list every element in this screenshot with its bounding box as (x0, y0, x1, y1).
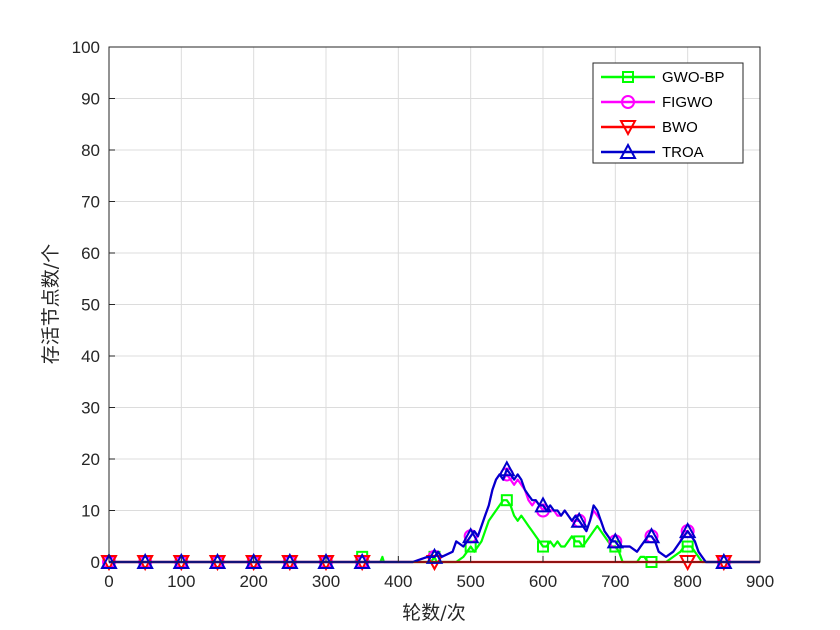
x-tick-label: 600 (529, 572, 557, 591)
y-tick-label: 50 (81, 296, 100, 315)
x-tick-label: 100 (167, 572, 195, 591)
y-tick-label: 10 (81, 502, 100, 521)
legend-label-troa: TROA (662, 144, 704, 161)
legend-marker-troa (619, 142, 637, 159)
x-tick-label: 0 (104, 572, 113, 591)
legend-label-bwo: BWO (662, 119, 698, 136)
point-gwo-bp (537, 540, 549, 553)
y-tick-label: 100 (72, 38, 100, 57)
series-line-troa (109, 468, 760, 564)
point-gwo-bp (681, 540, 694, 553)
x-tick-label: 800 (673, 572, 701, 591)
x-tick-label: 500 (456, 572, 484, 591)
legend: GWO-BP FIGWO BWO TROA (592, 62, 744, 164)
point-troa (498, 460, 516, 477)
point-troa (642, 527, 661, 544)
y-tick-label: 90 (81, 90, 100, 109)
x-tick-label: 300 (312, 572, 340, 591)
point-troa (606, 532, 625, 549)
legend-box (592, 62, 744, 164)
x-tick-label: 900 (746, 572, 774, 591)
legend-marker-gwo-bp (622, 71, 634, 83)
y-tick-label: 80 (81, 141, 100, 160)
legend-label-figwo: FIGWO (662, 94, 713, 111)
legend-label-gwo-bp: GWO-BP (662, 69, 725, 86)
legend-marker-figwo (621, 95, 635, 109)
y-tick-label: 60 (81, 244, 100, 263)
point-troa (678, 521, 697, 539)
y-tick-label: 20 (81, 450, 100, 469)
point-troa (570, 511, 588, 528)
y-tick-label: 0 (91, 553, 100, 572)
x-tick-label: 200 (239, 572, 267, 591)
point-troa (461, 527, 480, 544)
y-tick-label: 40 (81, 347, 100, 366)
x-tick-label: 700 (601, 572, 629, 591)
x-axis-title: 轮数/次 (402, 602, 465, 624)
y-tick-label: 30 (81, 399, 100, 418)
point-troa (425, 547, 444, 564)
point-gwo-bp (573, 535, 586, 548)
y-axis-title: 存活节点数/个 (40, 244, 62, 364)
y-tick-label: 70 (81, 193, 100, 212)
point-troa (534, 496, 552, 513)
x-tick-label: 400 (384, 572, 412, 591)
point-gwo-bp (500, 494, 513, 507)
legend-marker-bwo (619, 120, 637, 137)
ticks: 0 100 200 300 400 500 600 700 800 900 0 10 20 30 40 50 6… (72, 38, 775, 591)
